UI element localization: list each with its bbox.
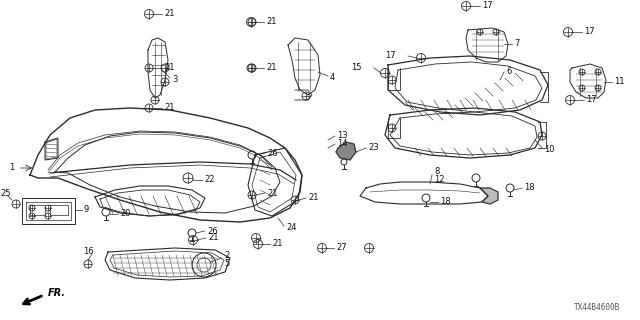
Text: 4: 4 (330, 73, 335, 82)
Text: 27: 27 (336, 244, 347, 252)
Text: 7: 7 (514, 39, 520, 49)
Text: 26: 26 (207, 227, 218, 236)
Text: 22: 22 (204, 175, 214, 185)
Text: 18: 18 (524, 183, 534, 193)
Text: 21: 21 (267, 188, 278, 197)
Text: 17: 17 (482, 2, 493, 11)
Text: 20: 20 (120, 210, 131, 219)
Text: 21: 21 (164, 103, 175, 113)
Text: 21: 21 (164, 10, 175, 19)
Text: 21: 21 (308, 194, 319, 203)
Text: 21: 21 (208, 234, 218, 243)
Text: 14: 14 (337, 139, 348, 148)
Text: 21: 21 (266, 18, 276, 27)
Text: 10: 10 (544, 145, 554, 154)
Text: 6: 6 (506, 68, 511, 76)
Text: 2: 2 (224, 252, 229, 260)
Text: FR.: FR. (48, 288, 66, 298)
Text: 5: 5 (224, 259, 229, 268)
Text: 26: 26 (267, 148, 278, 157)
Text: 21: 21 (164, 63, 175, 73)
Text: 17: 17 (385, 52, 396, 60)
Text: 12: 12 (434, 175, 445, 185)
Polygon shape (336, 142, 356, 160)
Text: 9: 9 (84, 205, 89, 214)
Text: 8: 8 (434, 167, 440, 177)
Text: 17: 17 (586, 95, 596, 105)
Text: 16: 16 (83, 247, 93, 257)
Text: 21: 21 (266, 63, 276, 73)
Text: 25: 25 (1, 189, 12, 198)
Text: 11: 11 (614, 77, 625, 86)
Text: 23: 23 (368, 142, 379, 151)
Text: 24: 24 (286, 222, 296, 231)
Polygon shape (480, 188, 498, 204)
Text: 13: 13 (337, 131, 348, 140)
Text: 15: 15 (351, 63, 362, 73)
Text: 17: 17 (584, 28, 595, 36)
Text: 21: 21 (272, 239, 282, 249)
Text: 18: 18 (440, 197, 451, 206)
Text: 1: 1 (9, 164, 14, 172)
Text: TX44B4600B: TX44B4600B (573, 303, 620, 312)
Text: 3: 3 (172, 75, 177, 84)
